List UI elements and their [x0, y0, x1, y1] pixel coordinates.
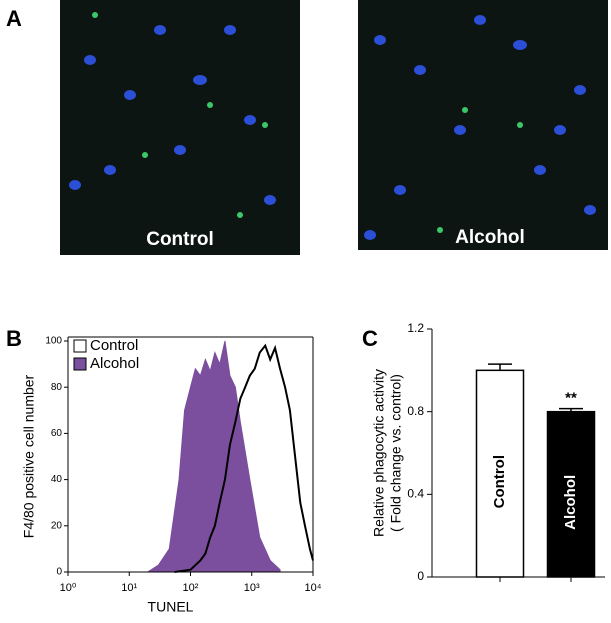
- y-tick-label: 60: [51, 428, 63, 439]
- x-tick-label: 10⁴: [305, 582, 322, 594]
- y-axis-label: Relative phagocytic activity: [371, 369, 387, 537]
- histogram-curve: [174, 343, 314, 573]
- legend-label: Control: [90, 337, 138, 354]
- y-tick-label: 100: [45, 336, 62, 347]
- panel-label: C: [362, 326, 378, 351]
- y-tick-label: 40: [51, 474, 63, 485]
- category-label: Alcohol: [562, 475, 579, 530]
- legend-label: Alcohol: [90, 355, 139, 372]
- panel-label: A: [6, 6, 22, 31]
- x-tick-label: 10²: [183, 582, 199, 594]
- image-label: Alcohol: [455, 227, 525, 248]
- y-tick-label: 0.4: [407, 487, 424, 501]
- x-axis-label: TUNEL: [148, 599, 194, 615]
- y-tick-label: 0: [417, 569, 424, 583]
- category-label: Control: [491, 455, 508, 508]
- panel-label: B: [6, 326, 22, 351]
- y-tick-label: 0.8: [407, 404, 424, 418]
- legend-swatch: [73, 357, 87, 371]
- x-tick-label: 10¹: [121, 582, 137, 594]
- image-label: Control: [146, 229, 214, 250]
- y-tick-label: 20: [51, 520, 63, 531]
- y-axis-label: F4/80 positive cell number: [21, 374, 37, 538]
- x-tick-label: 10³: [244, 582, 260, 594]
- x-tick-label: 10⁰: [60, 582, 77, 594]
- y-axis-label: ( Fold change vs. control): [388, 374, 404, 532]
- y-tick-label: 1.2: [407, 321, 424, 335]
- y-tick-label: 0: [56, 567, 62, 578]
- y-tick-label: 80: [51, 382, 63, 393]
- annotation: **: [565, 390, 577, 407]
- legend-swatch: [73, 339, 87, 353]
- histogram-curve: [145, 340, 281, 573]
- micrograph: [60, 0, 608, 255]
